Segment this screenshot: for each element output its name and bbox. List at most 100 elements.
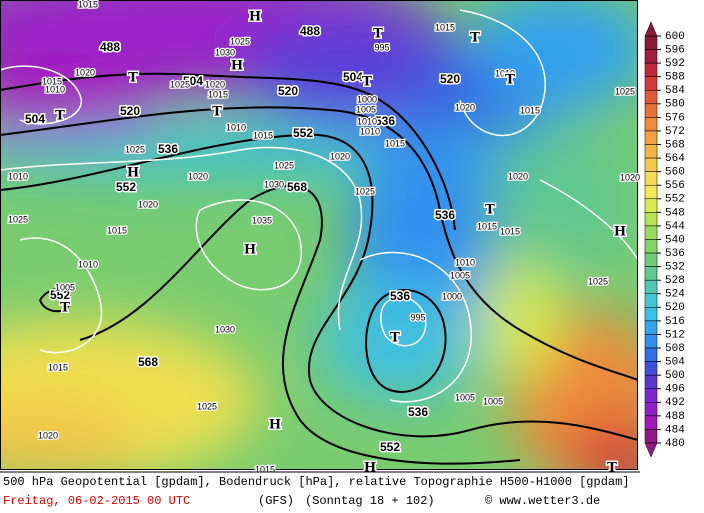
geopotential-label: 520 <box>278 84 298 98</box>
colorbar-band <box>644 347 658 362</box>
colorbar-band <box>644 415 658 430</box>
colorbar-band <box>644 334 658 349</box>
geopotential-label: 568 <box>287 180 307 194</box>
forecast-step: (Sonntag 18 + 102) <box>305 494 435 508</box>
pressure-label: 1025 <box>170 79 190 89</box>
pressure-label: 1000 <box>357 94 377 104</box>
colorbar-band <box>644 225 658 240</box>
colorbar-band <box>644 279 658 295</box>
colorbar-band <box>644 144 658 159</box>
pressure-label: 1030 <box>215 47 235 57</box>
colorbar-band <box>644 76 658 91</box>
colorbar-tick-label: 556 <box>665 180 685 192</box>
map-field <box>0 0 638 470</box>
colorbar-tick-label: 528 <box>665 275 685 287</box>
pressure-center: T <box>485 203 495 218</box>
pressure-center: H <box>127 166 139 181</box>
colorbar-band <box>644 212 658 227</box>
pressure-label: 1015 <box>253 130 273 140</box>
pressure-center: H <box>231 59 243 74</box>
geopotential-label: 552 <box>293 126 313 140</box>
map-labels: 488 488 504 504 520 520 520 536 536 536 536 536 552 5… <box>7 0 642 477</box>
geopotential-label: 536 <box>375 114 395 128</box>
colorbar-band <box>644 198 658 213</box>
pressure-label: 1015 <box>385 138 405 148</box>
colorbar-tick-label: 552 <box>665 194 685 206</box>
pressure-label: 1030 <box>215 324 235 334</box>
geopotential-label: 504 <box>25 112 45 126</box>
pressure-label: 1020 <box>508 171 528 181</box>
pressure-label: 1010 <box>45 84 65 94</box>
pressure-center: T <box>55 109 65 124</box>
colorbar-tick-label: 592 <box>665 58 685 70</box>
pressure-label: 1025 <box>125 144 145 154</box>
pressure-label: 1010 <box>495 68 515 78</box>
pressure-label: 1025 <box>230 36 250 46</box>
geopotential-label: 536 <box>408 405 428 419</box>
colorbar-band <box>644 171 658 186</box>
pressure-label: 1015 <box>520 105 540 115</box>
colorbar-band <box>644 361 658 376</box>
colorbar-tick-label: 564 <box>665 153 685 165</box>
colorbar-tick-label: 544 <box>665 221 685 233</box>
colorbar-tick-label: 568 <box>665 139 685 151</box>
colorbar-tick-label: 536 <box>665 248 685 260</box>
pressure-label: 1015 <box>435 22 455 32</box>
pressure-label: 1005 <box>483 396 503 406</box>
pressure-center: T <box>607 461 617 476</box>
geopotential-label: 520 <box>440 72 460 86</box>
geopotential-label: 552 <box>50 288 70 302</box>
geopotential-label: 488 <box>100 40 120 54</box>
colorbar: 6005965925885845805765725685645605565525… <box>644 21 685 458</box>
colorbar-band <box>644 320 658 335</box>
colorbar-tick-label: 500 <box>665 370 685 382</box>
pressure-label: 1010 <box>78 259 98 269</box>
pressure-center: H <box>269 418 281 433</box>
colorbar-band <box>644 35 658 50</box>
colorbar-band <box>644 374 658 389</box>
colorbar-band <box>644 388 658 403</box>
pressure-center: T <box>212 105 222 120</box>
pressure-label: 1015 <box>208 89 228 99</box>
pressure-label: 1005 <box>455 392 475 402</box>
colorbar-band <box>644 49 658 64</box>
caption: 500 hPa Geopotential [gpdam], Bodendruck… <box>3 475 630 489</box>
colorbar-tick-label: 600 <box>665 31 685 43</box>
colorbar-band <box>644 429 658 444</box>
pressure-label: 1035 <box>252 215 272 225</box>
colorbar-band <box>644 117 658 132</box>
geopotential-label: 504 <box>343 70 363 84</box>
pressure-label: 1015 <box>477 221 497 231</box>
colorbar-band <box>644 252 658 267</box>
colorbar-band <box>644 130 658 145</box>
geopotential-label: 536 <box>158 142 178 156</box>
pressure-center: T <box>128 71 138 86</box>
pressure-label: 1010 <box>357 116 377 126</box>
pressure-label: 1020 <box>205 79 225 89</box>
geopotential-label: 504 <box>183 74 203 88</box>
pressure-label: 1005 <box>450 270 470 280</box>
pressure-label: 1010 <box>226 122 246 132</box>
pressure-label: 995 <box>374 42 389 52</box>
colorbar-tick-label: 512 <box>665 329 685 341</box>
colorbar-tick-label: 492 <box>665 397 685 409</box>
pressure-label: 1025 <box>615 86 635 96</box>
pressure-label: 1005 <box>55 282 75 292</box>
pressure-label: 1025 <box>197 401 217 411</box>
pressure-label: 1020 <box>75 67 95 77</box>
pressure-label: 1015 <box>255 464 275 474</box>
colorbar-arrow-top <box>644 21 658 37</box>
pressure-label: 1015 <box>42 76 62 86</box>
colorbar-band <box>644 239 658 254</box>
geopotential-label: 520 <box>120 104 140 118</box>
colorbar-tick-label: 596 <box>665 44 685 56</box>
colorbar-tick-label: 484 <box>665 424 685 436</box>
colorbar-tick-label: 584 <box>665 85 685 97</box>
colorbar-band <box>644 184 658 200</box>
pressure-center: T <box>60 301 70 316</box>
pressure-label: 995 <box>410 312 425 322</box>
colorbar-tick-label: 496 <box>665 384 685 396</box>
colorbar-tick-label: 504 <box>665 357 685 369</box>
